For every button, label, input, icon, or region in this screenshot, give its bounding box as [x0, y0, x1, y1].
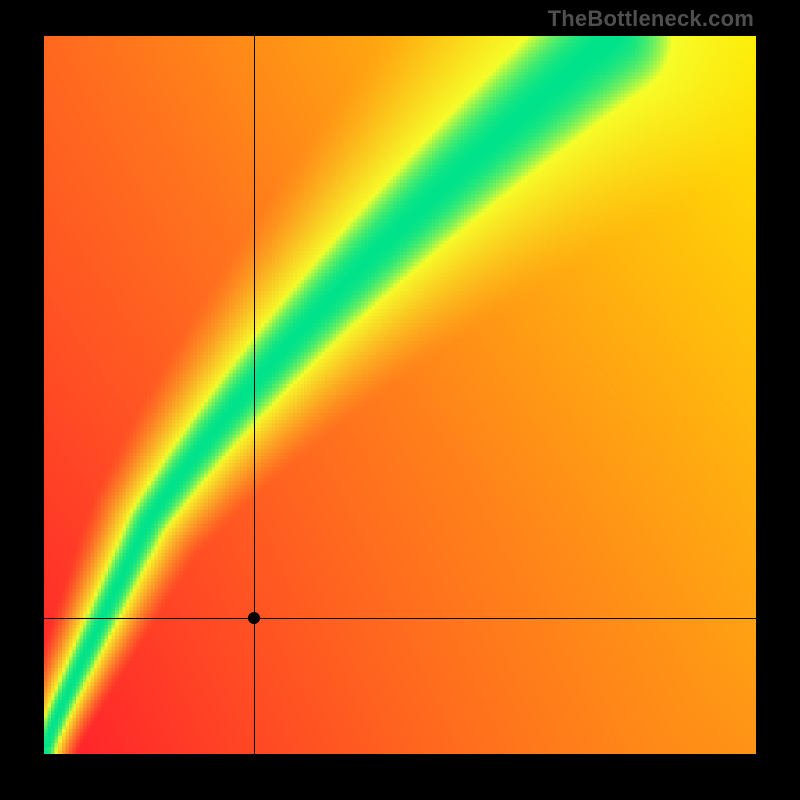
crosshair-marker	[248, 612, 260, 624]
heatmap-plot	[44, 36, 756, 754]
crosshair-vertical	[254, 36, 255, 754]
heatmap-canvas	[44, 36, 756, 754]
chart-frame: TheBottleneck.com	[0, 0, 800, 800]
crosshair-horizontal	[44, 618, 756, 619]
watermark-text: TheBottleneck.com	[548, 6, 754, 32]
